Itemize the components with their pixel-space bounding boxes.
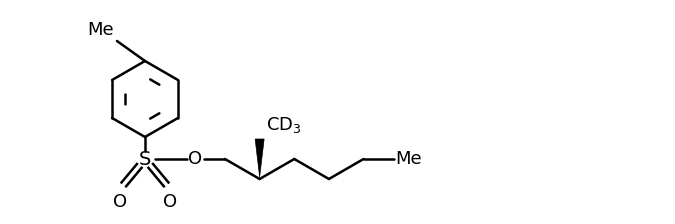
Text: O: O	[188, 150, 202, 168]
Text: O: O	[113, 193, 127, 211]
Text: O: O	[163, 193, 177, 211]
Polygon shape	[255, 139, 264, 177]
Text: Me: Me	[87, 21, 114, 39]
Text: CD$_3$: CD$_3$	[266, 115, 301, 135]
Text: Me: Me	[396, 150, 422, 168]
Text: S: S	[139, 149, 151, 168]
